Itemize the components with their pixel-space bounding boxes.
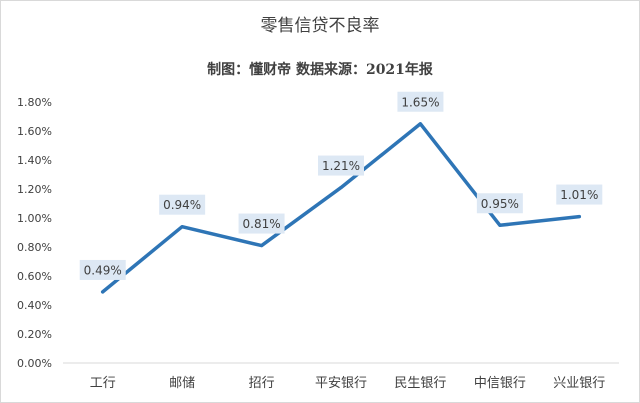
data-label-box — [318, 155, 364, 176]
y-tick-label: 0.20% — [17, 328, 52, 341]
chart-subtitle: 制图：懂财帝 数据来源：2021年报 — [207, 62, 433, 78]
y-tick-label: 1.00% — [17, 212, 52, 225]
data-point — [418, 122, 422, 126]
y-tick-label: 1.80% — [17, 96, 52, 109]
y-tick-label: 1.60% — [17, 125, 52, 138]
y-tick-label: 0.40% — [17, 299, 52, 312]
y-tick-label: 1.20% — [17, 183, 52, 196]
y-tick-label: 0.00% — [17, 357, 52, 370]
data-label-box — [476, 193, 523, 214]
x-category-label: 中信银行 — [474, 376, 526, 391]
x-category-label: 工行 — [90, 376, 116, 391]
y-tick-label: 1.40% — [17, 154, 52, 167]
x-category-label: 邮储 — [169, 376, 195, 391]
data-label: 1.21% — [322, 159, 360, 173]
data-label-box — [159, 194, 206, 215]
data-point — [339, 186, 343, 190]
x-category-label: 兴业银行 — [553, 376, 605, 391]
x-category-label: 民生银行 — [394, 376, 446, 391]
data-label: 0.95% — [481, 197, 519, 211]
data-point — [260, 244, 264, 248]
data-point — [101, 290, 105, 294]
data-point — [577, 215, 581, 219]
data-label-box — [79, 259, 126, 280]
chart-title: 零售信贷不良率 — [260, 16, 380, 36]
data-label-box — [397, 91, 444, 112]
data-label: 0.49% — [84, 263, 122, 277]
y-tick-label: 0.60% — [17, 270, 52, 283]
data-point — [498, 223, 502, 227]
data-label: 1.01% — [560, 188, 598, 202]
data-label: 1.65% — [401, 95, 439, 109]
data-point — [180, 225, 184, 229]
data-label: 0.94% — [163, 198, 201, 212]
x-category-label: 招行 — [249, 376, 275, 391]
data-label: 0.81% — [243, 217, 281, 231]
data-label-box — [238, 213, 285, 234]
y-tick-label: 0.80% — [17, 241, 52, 254]
data-label-box — [556, 184, 603, 205]
x-category-label: 平安银行 — [315, 376, 367, 391]
